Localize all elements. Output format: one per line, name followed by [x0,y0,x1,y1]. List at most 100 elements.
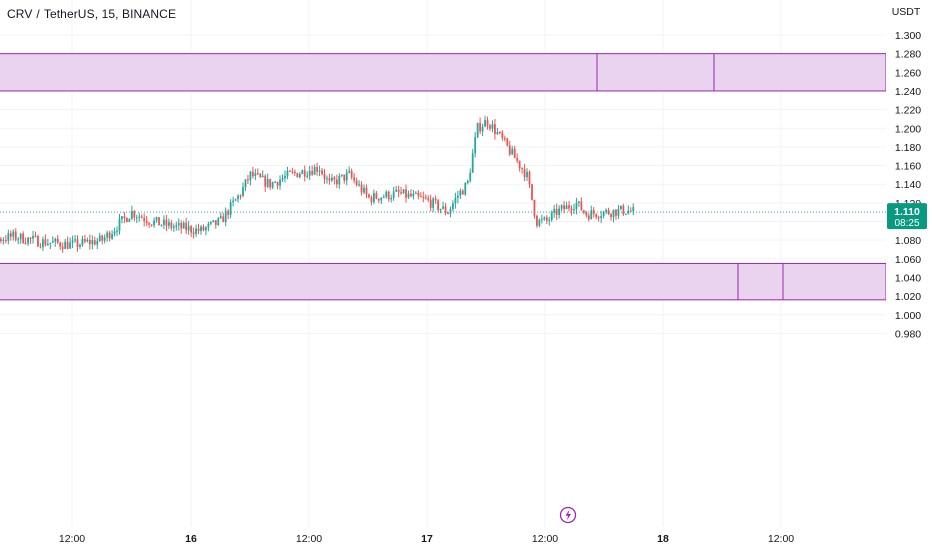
candle [410,189,412,198]
interval-label: 15 [101,7,116,21]
zone-box[interactable] [0,262,887,301]
event-markers[interactable] [559,506,577,524]
candle [454,192,457,209]
candle [491,120,494,133]
candle [172,223,175,232]
candle [187,220,190,235]
candle [207,221,210,232]
price-axis[interactable]: USDT0.9801.0001.0201.0401.0601.0801.1001… [886,0,932,550]
time-tick-label: 12:00 [532,533,558,545]
symbol-name: CRV [7,7,33,21]
candle [313,164,316,175]
candle [405,184,407,203]
candle [615,209,617,220]
candle [19,232,22,244]
price-tick-label: 1.160 [895,161,921,173]
candle [165,214,168,232]
candle [9,230,12,241]
candle [249,170,252,186]
price-tick-label: 1.040 [895,272,921,284]
candle [71,235,74,249]
price-tick-label: 1.020 [895,291,921,303]
candle [143,213,146,227]
price-tick-label: 1.000 [895,310,921,322]
candle [375,190,378,200]
candle [289,169,291,172]
candle [348,166,351,174]
candle [340,174,343,178]
candle [385,190,388,199]
candle [298,172,301,179]
candle [474,132,477,158]
candle [32,230,34,244]
candle [550,210,553,222]
candle [133,209,136,222]
candle [279,175,281,190]
candle [276,181,279,190]
candle [217,217,220,227]
candle [39,243,42,249]
currency-label: USDT [892,6,921,18]
candle [163,215,165,230]
candle [469,168,472,183]
time-tick-label: 17 [421,533,433,545]
candle [612,209,615,223]
candle [412,190,415,200]
time-tick-label: 18 [657,533,669,545]
candle [222,212,225,223]
candle [123,212,126,223]
time-axis[interactable]: 12:00 16 12:00 17 12:00 18 12:00 [0,527,886,550]
candle [140,214,143,219]
price-axis-bg [886,0,932,550]
candle [46,238,49,246]
candle [434,195,437,204]
candle [96,237,99,249]
candle [145,215,148,226]
candle [229,199,232,219]
candle [429,194,432,212]
candle [113,227,116,237]
candle [17,237,20,245]
last-price-value: 1.110 [894,206,920,218]
candle [301,169,304,175]
candle [555,203,558,221]
candle [486,116,489,130]
candle [167,218,170,229]
candle [177,218,180,231]
candle [227,208,230,219]
candle [516,153,519,164]
candle [511,145,514,156]
candle [27,236,29,247]
candle [419,192,422,198]
symbol-title[interactable]: CRV / TetherUS, 15, BINANCE [7,7,177,21]
candle [531,184,533,201]
candle [461,189,464,195]
candle [476,122,479,139]
candle [471,149,474,173]
candle [2,237,5,245]
candle [370,195,373,206]
candle [407,190,410,199]
zone-box[interactable] [0,53,887,92]
candle [111,230,113,241]
candle [629,207,632,212]
candle [358,180,360,187]
candle [392,187,395,201]
zones[interactable] [0,53,887,301]
candle [548,216,551,226]
candle [355,177,358,187]
candle [22,231,25,244]
candle [269,178,272,191]
candle [190,224,193,238]
candle [160,224,163,227]
candle [232,196,235,207]
candle [627,205,630,215]
candle [308,165,311,181]
lightning-icon[interactable] [559,506,577,524]
candle [395,185,398,193]
candle [205,226,207,236]
candle [518,160,521,172]
